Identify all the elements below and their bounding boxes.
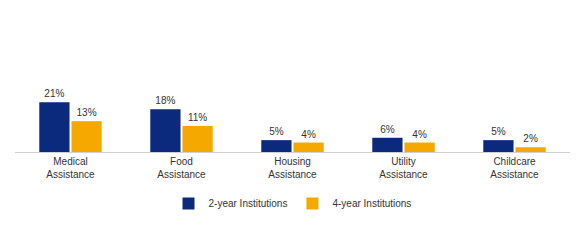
svg-text:5%: 5% xyxy=(491,126,506,137)
svg-text:18%: 18% xyxy=(155,95,175,106)
svg-text:HousingAssistance: HousingAssistance xyxy=(268,156,317,180)
svg-text:13%: 13% xyxy=(77,107,97,118)
svg-text:21%: 21% xyxy=(44,88,64,99)
svg-text:11%: 11% xyxy=(188,112,207,123)
svg-text:4%: 4% xyxy=(412,129,427,140)
svg-text:5%: 5% xyxy=(269,126,284,137)
svg-text:2-year Institutions: 2-year Institutions xyxy=(209,198,288,209)
svg-text:FoodAssistance: FoodAssistance xyxy=(157,156,206,180)
svg-text:UtilityAssistance: UtilityAssistance xyxy=(379,156,428,180)
svg-text:4%: 4% xyxy=(301,129,316,140)
svg-text:4-year Institutions: 4-year Institutions xyxy=(332,198,411,209)
svg-text:2%: 2% xyxy=(523,133,538,144)
svg-text:MedicalAssistance: MedicalAssistance xyxy=(46,156,95,180)
svg-text:ChildcareAssistance: ChildcareAssistance xyxy=(490,156,539,180)
svg-text:6%: 6% xyxy=(380,124,395,135)
